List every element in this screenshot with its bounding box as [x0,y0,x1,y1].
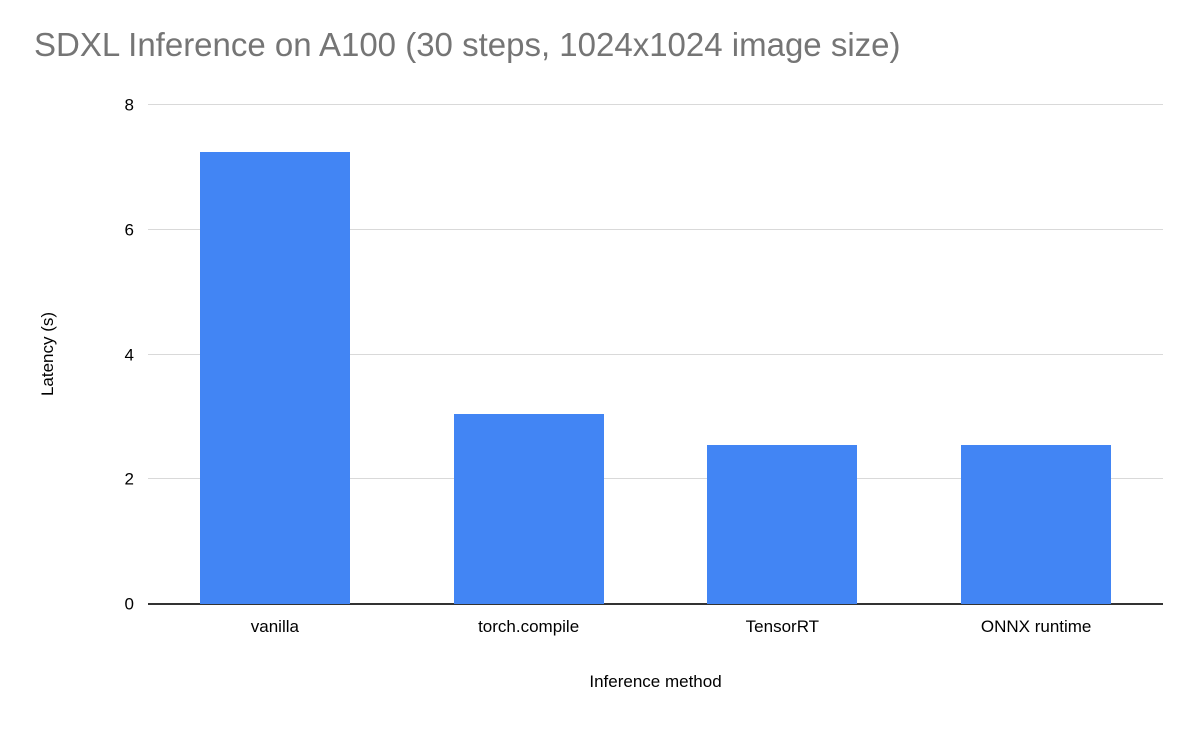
y-axis-tick-labels: 0 2 4 6 8 [0,97,134,613]
y-tick-label: 2 [124,469,134,489]
gridline [148,228,1163,230]
x-axis-line [148,603,1163,605]
gridline [148,478,1163,480]
x-tick-label: TensorRT [745,617,820,636]
gridline [148,353,1163,355]
x-axis-tick-labels: vanilla torch.compile TensorRT ONNX runtime [148,617,1163,641]
bar-vanilla [199,151,350,604]
x-tick-label: ONNX runtime [980,617,1092,636]
x-tick-label: vanilla [250,617,299,636]
chart-title: SDXL Inference on A100 (30 steps, 1024x1… [34,26,901,63]
y-tick-label: 4 [124,345,134,364]
plot-area [148,104,1163,605]
y-tick-label: 0 [124,594,134,614]
y-tick-label: 6 [124,220,134,240]
bar-onnx-runtime [961,444,1112,604]
x-axis-title: Inference method [589,672,722,691]
bar-tensorrt [707,444,858,604]
bar-torch-compile [453,413,604,604]
y-tick-label: 8 [124,95,134,115]
gridline [148,104,1163,105]
x-tick-label: torch.compile [478,617,580,636]
